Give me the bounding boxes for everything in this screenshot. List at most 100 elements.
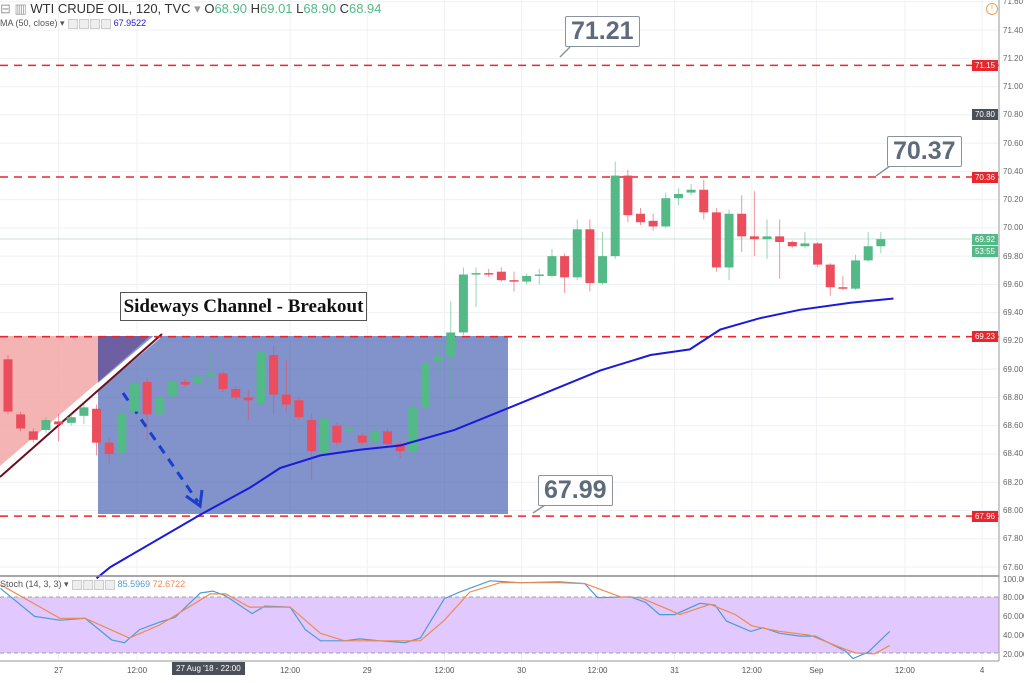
candle[interactable] [433,356,443,363]
candle[interactable] [876,239,886,247]
candle[interactable] [863,246,873,261]
candle[interactable] [408,407,418,452]
trendline[interactable] [0,333,163,478]
candle[interactable] [598,256,608,283]
symbol-legend[interactable]: ⊟ ▥ WTI CRUDE OIL, 120, TVC ▾ O68.90 H69… [0,1,382,16]
more-icon[interactable] [94,579,105,590]
candle[interactable] [28,431,38,440]
time-tick: 27 [54,666,64,675]
price-tick: 69.40 [1003,308,1024,318]
candle[interactable] [167,381,177,397]
ma-legend[interactable]: MA (50, close) ▾ 67.9522 [0,18,147,29]
candle[interactable] [307,420,317,452]
callout-71-21[interactable]: 71.21 [565,16,640,47]
candle[interactable] [711,212,721,268]
candle[interactable] [572,229,582,278]
candle[interactable] [79,407,89,416]
candle[interactable] [205,373,215,377]
dropdown-icon[interactable]: ▾ [194,1,205,16]
candle[interactable] [787,242,797,247]
candle[interactable] [749,236,759,240]
candle[interactable] [509,280,519,282]
price-tick: 69.60 [1003,279,1024,289]
candle[interactable] [41,420,51,430]
candle[interactable] [92,408,102,443]
candle[interactable] [256,352,266,404]
stoch-legend[interactable]: Stoch (14, 3, 3) ▾ 85.5969 72.6722 [0,579,186,590]
sideways-channel-box[interactable] [98,336,508,514]
stoch-tick: 60.000 [1003,612,1024,621]
candle[interactable] [193,376,203,384]
eye-icon[interactable] [72,579,83,590]
stoch-d-line [0,582,890,655]
candle[interactable] [762,236,772,240]
callout-67-99[interactable]: 67.99 [538,475,613,506]
candle[interactable] [547,256,557,276]
candle[interactable] [648,220,658,227]
candle[interactable] [294,400,304,418]
candle[interactable] [345,428,355,432]
candle[interactable] [496,271,506,281]
close-icon[interactable] [105,579,116,590]
candle[interactable] [3,359,13,412]
annotation-title[interactable]: Sideways Channel - Breakout [120,292,367,321]
candle[interactable] [851,260,861,289]
price-label: 70.36 [972,171,998,183]
close-icon[interactable] [101,18,112,29]
candle[interactable] [737,213,747,237]
candle[interactable] [54,421,64,425]
candle[interactable] [395,444,405,452]
more-icon[interactable] [90,18,101,29]
settings-icon[interactable] [79,18,90,29]
candle[interactable] [357,435,367,443]
candle[interactable] [446,332,456,357]
candle[interactable] [104,442,114,454]
candle[interactable] [458,274,468,333]
candle[interactable] [838,287,848,289]
candle[interactable] [800,243,810,247]
candle[interactable] [117,412,127,453]
candle[interactable] [218,373,228,389]
candle[interactable] [130,383,139,412]
candle[interactable] [560,256,570,278]
candle[interactable] [534,274,544,277]
candle[interactable] [16,414,26,429]
settings-icon[interactable] [83,579,94,590]
candle[interactable] [471,273,481,275]
candle[interactable] [623,175,633,216]
candle[interactable] [66,417,76,423]
candle[interactable] [319,418,329,453]
candle[interactable] [370,431,380,442]
warning-icon[interactable]: ! [986,3,998,15]
candle[interactable] [281,394,291,405]
candle[interactable] [420,363,430,408]
candle[interactable] [636,213,645,223]
candle[interactable] [775,236,785,243]
candle[interactable] [585,229,595,283]
callout-70-37[interactable]: 70.37 [887,136,962,167]
collapse-icon[interactable]: ⊟ ▥ [0,1,31,16]
candle[interactable] [686,189,696,193]
candle[interactable] [813,243,823,265]
time-tick: 12:00 [280,666,301,675]
candle[interactable] [724,213,734,268]
eye-icon[interactable] [68,18,79,29]
candle[interactable] [269,355,279,395]
candle[interactable] [142,381,152,415]
candle[interactable] [610,175,620,257]
candle[interactable] [180,381,190,385]
candle[interactable] [383,431,392,445]
candle[interactable] [231,388,241,398]
candle[interactable] [332,425,342,443]
candle[interactable] [484,273,494,275]
candle[interactable] [522,275,532,282]
candle[interactable] [825,264,835,288]
candle[interactable] [661,198,671,227]
close-value: 68.94 [348,1,382,16]
candle[interactable] [699,189,709,213]
price-tick: 69.80 [1003,251,1024,261]
candle[interactable] [673,193,683,199]
candle[interactable] [243,397,253,401]
candle[interactable] [155,397,165,415]
